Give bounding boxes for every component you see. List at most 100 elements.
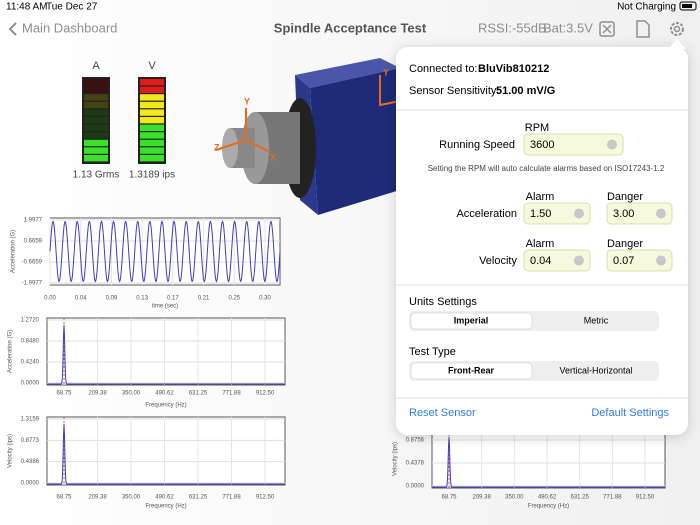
- x-axis-label: Frequency (Hz): [145, 403, 186, 409]
- meter-segment: [84, 79, 108, 86]
- plot-frame: [46, 416, 286, 486]
- input-field[interactable]: [523, 249, 591, 272]
- clear-button[interactable]: [574, 255, 584, 266]
- meter-label: V: [148, 60, 156, 72]
- x-tick-label: 0.25: [228, 296, 240, 302]
- settings-icon-core: [673, 25, 681, 33]
- defaults-button[interactable]: Default Settings: [591, 407, 669, 419]
- motor-model: [215, 58, 406, 215]
- meter-segment: [84, 155, 108, 162]
- segment-option[interactable]: Imperial: [454, 315, 489, 325]
- input-field[interactable]: [523, 133, 624, 156]
- report-icon[interactable]: [636, 20, 650, 38]
- x-tick-label: 0.21: [198, 296, 210, 302]
- x-tick-label: 68.75: [441, 495, 457, 501]
- meter-segment: [84, 132, 108, 139]
- x-tick-label: 350.00: [122, 495, 141, 501]
- meter-segment: [84, 117, 108, 124]
- clear-button[interactable]: [574, 208, 584, 219]
- x-tick-label: 0.17: [167, 296, 179, 302]
- screen-title: Spindle Acceptance Test: [274, 20, 427, 35]
- clear-button[interactable]: [656, 208, 666, 219]
- meter-segment: [84, 94, 108, 101]
- popover-arrow: [668, 40, 686, 49]
- clear-button[interactable]: [656, 255, 666, 266]
- meter-segment: [140, 155, 164, 162]
- input-value: 0.07: [613, 255, 634, 267]
- meter-segment: [140, 109, 164, 116]
- y-tick-label: 0.8756: [406, 438, 425, 444]
- status-time: 11:48 AM: [6, 2, 48, 13]
- x-axis-label: Frequency (Hz): [145, 504, 186, 510]
- battery-icon: [679, 1, 697, 11]
- waveform: [47, 324, 285, 385]
- x-tick-label: 631.25: [189, 495, 208, 501]
- x-tick-label: 490.62: [538, 495, 557, 501]
- segment-option[interactable]: Front-Rear: [448, 365, 494, 375]
- segment-selected: [410, 312, 533, 330]
- column-header: Alarm: [526, 238, 555, 250]
- back-chevron[interactable]: [8, 22, 17, 36]
- segment-option[interactable]: Vertical-Horizontal: [559, 365, 632, 375]
- y-tick-label: 1.2720: [21, 318, 40, 324]
- meter-segment: [140, 117, 164, 124]
- input-field[interactable]: [523, 202, 591, 225]
- battery-voltage: Bat:3.5V: [543, 20, 593, 35]
- x-tick-label: 631.25: [189, 391, 208, 397]
- input-value: 3.00: [613, 208, 634, 220]
- meter-segment: [140, 139, 164, 147]
- segment-option[interactable]: Metric: [584, 315, 609, 325]
- meter-segment: [84, 147, 108, 154]
- x-tick-label: 0.13: [136, 296, 148, 302]
- x-tick-label: 912.50: [256, 391, 275, 397]
- row-label: Acceleration: [456, 208, 517, 220]
- note: Setting the RPM will auto calculate alar…: [428, 164, 665, 173]
- y-tick-label: 1.9977: [24, 218, 43, 224]
- back-button[interactable]: Main Dashboard: [22, 20, 117, 35]
- x-tick-label: 350.00: [122, 391, 141, 397]
- x-tick-label: 209.38: [472, 495, 491, 501]
- close-icon-x: [602, 24, 612, 34]
- y-axis-label: Acceleration (G): [11, 230, 17, 273]
- meter-segment: [84, 124, 108, 131]
- x-tick-label: 0.09: [106, 296, 118, 302]
- axis-3d-label: Z: [214, 142, 220, 152]
- input-value: 0.04: [530, 255, 551, 267]
- column-header: Danger: [607, 191, 643, 203]
- y-tick-label: 0.4386: [21, 459, 40, 465]
- meter-segment: [140, 79, 164, 86]
- input-field[interactable]: [606, 202, 673, 225]
- column-header: Danger: [607, 238, 643, 250]
- clear-button[interactable]: [607, 139, 617, 150]
- meter-segment: [140, 101, 164, 109]
- meter-segment: [140, 124, 164, 131]
- x-tick-label: 0.30: [259, 296, 271, 302]
- settings-icon[interactable]: [670, 22, 684, 36]
- plot: [49, 217, 281, 286]
- y-tick-label: 0.8773: [21, 438, 40, 444]
- meter-label: A: [92, 60, 100, 72]
- plot: [46, 416, 286, 486]
- x-tick-label: 771.88: [603, 495, 622, 501]
- meter-segment: [140, 94, 164, 101]
- meter-segment: [84, 86, 108, 93]
- close-icon[interactable]: [599, 21, 615, 37]
- input-value: 1.50: [530, 208, 551, 220]
- column-header: RPM: [525, 122, 549, 134]
- x-tick-label: 0.00: [44, 296, 56, 302]
- x-tick-label: 490.62: [155, 391, 174, 397]
- input-field[interactable]: [606, 249, 673, 272]
- battery-level: [682, 4, 692, 8]
- meter-segment: [140, 86, 164, 93]
- input-value: 3600: [530, 139, 554, 151]
- meter-segment: [84, 109, 108, 116]
- reset-button[interactable]: Reset Sensor: [409, 407, 476, 419]
- status-date: Tue Dec 27: [46, 2, 98, 13]
- axis-3d-label: X: [270, 152, 276, 162]
- segment-selected: [410, 362, 533, 380]
- x-tick-label: 0.04: [75, 296, 87, 302]
- row-label: Velocity: [479, 255, 517, 267]
- meter-segment: [84, 101, 108, 109]
- meter-value: 1.3189 ips: [129, 170, 175, 181]
